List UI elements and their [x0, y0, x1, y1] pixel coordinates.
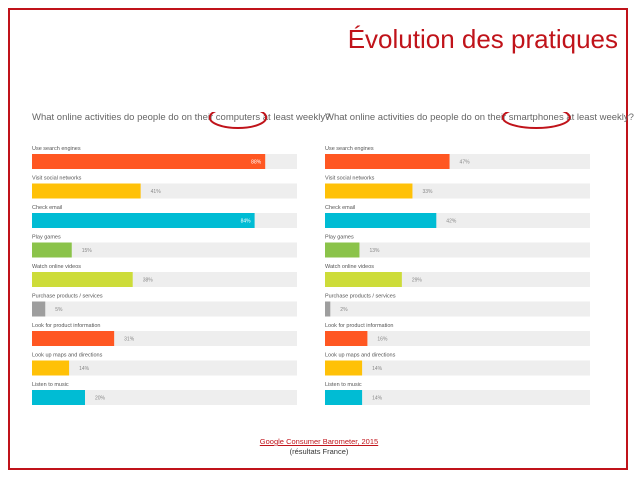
data-label: 15% [82, 248, 93, 254]
data-label: 42% [446, 219, 457, 225]
smartphones-chart: What online activities do people do on t… [323, 112, 634, 422]
bar-track [32, 360, 297, 376]
bar [32, 390, 85, 405]
data-label: 14% [372, 366, 383, 372]
data-label: 14% [79, 366, 90, 372]
category-label: Watch online videos [325, 264, 374, 270]
chart-question: What online activities do people do on t… [325, 112, 634, 123]
bar [325, 242, 360, 258]
source-note: (résultats France) [289, 447, 349, 456]
bar-track [325, 390, 590, 405]
data-label: 5% [55, 307, 63, 313]
data-label: 16% [377, 337, 388, 343]
bar [325, 331, 368, 346]
category-label: Purchase products / services [32, 294, 103, 300]
data-label: 20% [95, 396, 106, 402]
highlight-ellipse [208, 112, 268, 129]
bar-track [325, 242, 590, 258]
category-label: Watch online videos [32, 264, 81, 270]
category-label: Listen to music [32, 382, 69, 388]
bar [325, 301, 331, 317]
slide-title: Évolution des pratiques [347, 24, 618, 54]
bar-track [32, 242, 297, 258]
bar [32, 154, 266, 169]
category-label: Use search engines [32, 146, 81, 152]
bar-track [325, 360, 590, 376]
category-label: Check email [32, 205, 62, 211]
category-label: Look for product information [32, 323, 100, 329]
bar [325, 272, 402, 287]
data-label: 47% [460, 160, 471, 166]
bar-track [32, 301, 297, 317]
bar-track [325, 301, 590, 317]
chart-question: What online activities do people do on t… [32, 112, 331, 123]
data-label: 41% [151, 189, 162, 195]
data-label: 84% [241, 219, 252, 225]
category-label: Purchase products / services [325, 294, 396, 300]
data-label: 2% [340, 307, 348, 313]
computers-chart: What online activities do people do on t… [30, 112, 330, 422]
bar [325, 154, 450, 169]
category-label: Check email [325, 205, 355, 211]
category-label: Look up maps and directions [325, 353, 396, 359]
category-label: Play games [32, 235, 61, 241]
bar [325, 183, 413, 199]
bar [325, 213, 437, 228]
computers-bar-chart: Use search engines 88% Visit social networ… [32, 112, 297, 405]
bar [32, 242, 72, 258]
bar [32, 183, 141, 199]
category-label: Visit social networks [325, 176, 375, 182]
bar [32, 360, 70, 376]
category-label: Look up maps and directions [32, 353, 103, 359]
highlight-ellipse [501, 112, 571, 129]
category-label: Use search engines [325, 146, 374, 152]
category-label: Play games [325, 235, 354, 241]
category-label: Listen to music [325, 382, 362, 388]
bar [32, 301, 46, 317]
bar-track [325, 331, 590, 346]
data-label: 31% [124, 337, 135, 343]
bar [32, 272, 133, 287]
bar [325, 390, 363, 405]
bar [32, 213, 255, 228]
category-label: Visit social networks [32, 176, 82, 182]
data-label: 14% [372, 396, 383, 402]
bar [325, 360, 363, 376]
bar [32, 331, 115, 346]
data-label: 29% [412, 278, 423, 284]
bar-track [32, 390, 297, 405]
slide-frame [8, 8, 628, 470]
data-label: 33% [422, 189, 433, 195]
category-label: Look for product information [325, 323, 393, 329]
data-label: 38% [143, 278, 154, 284]
smartphones-bar-chart: Use search engines 47% Visit social networ… [325, 112, 590, 405]
data-label: 88% [251, 160, 262, 166]
data-label: 13% [369, 248, 380, 254]
source-link[interactable]: Google Consumer Barometer, 2015 [259, 437, 379, 446]
